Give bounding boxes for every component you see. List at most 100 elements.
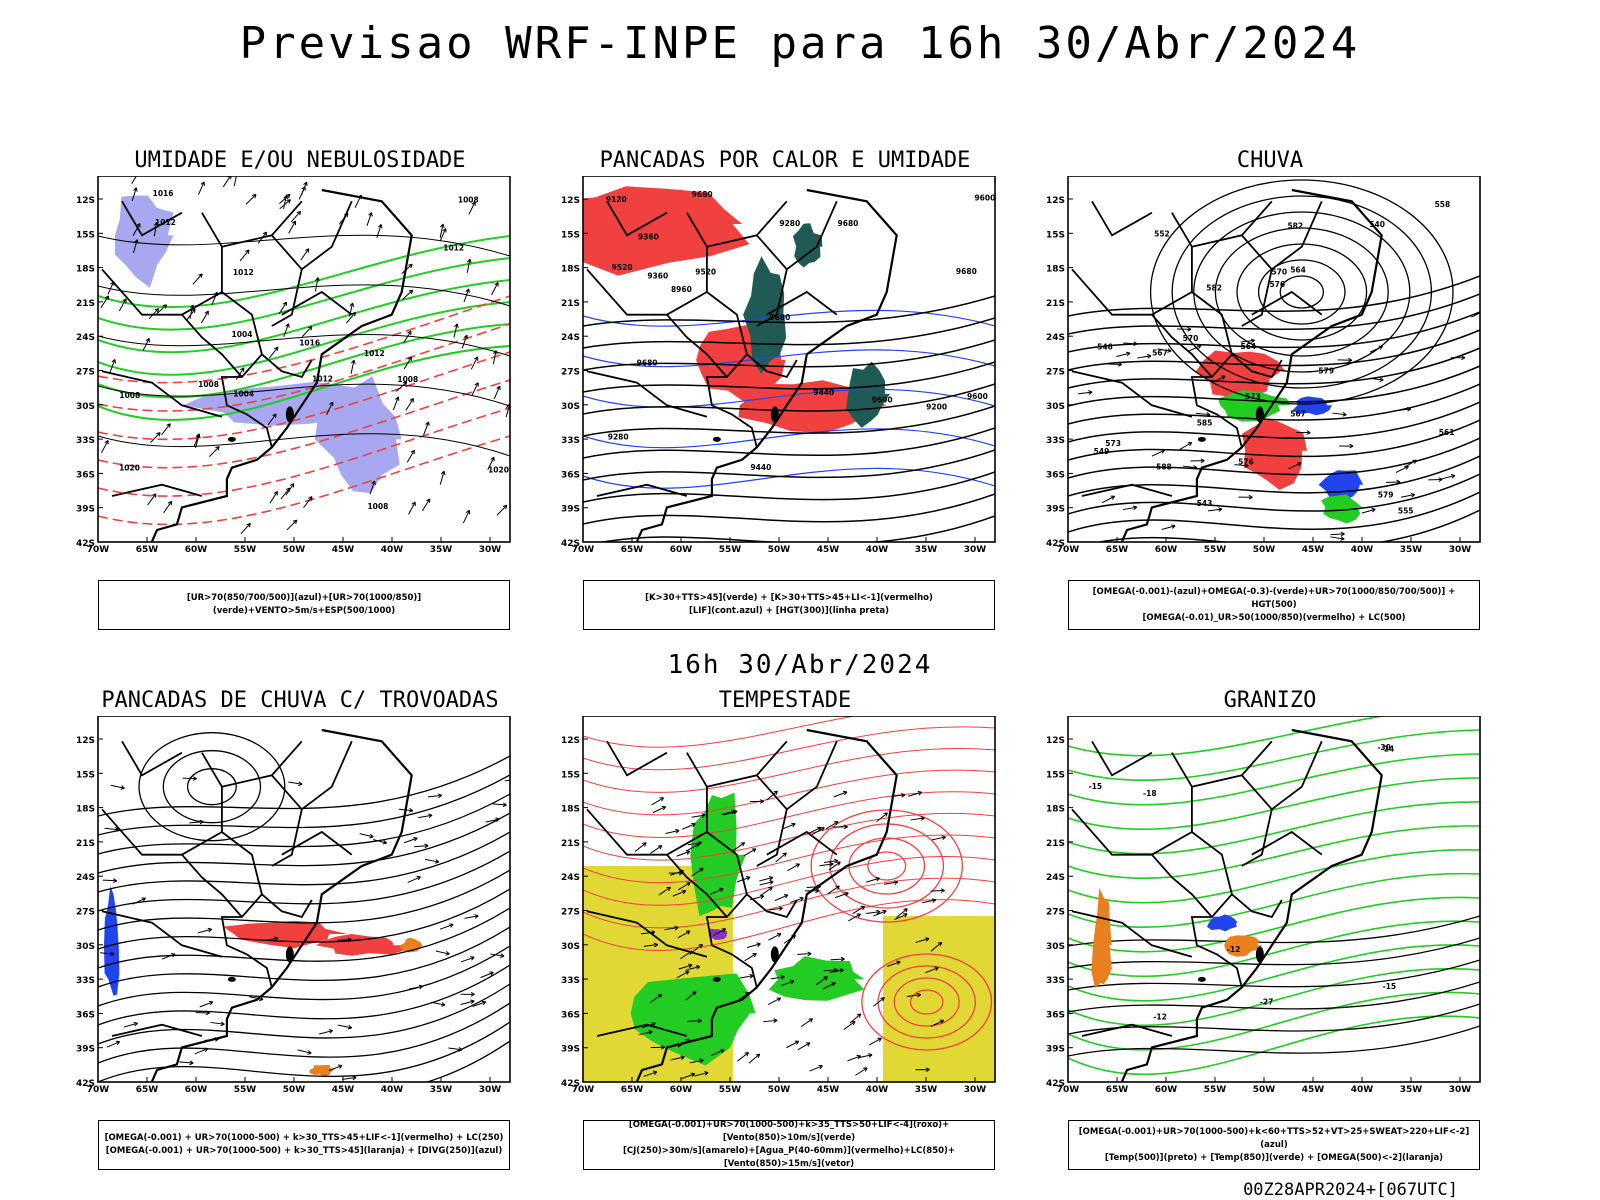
lat-label: 33S	[76, 976, 95, 986]
contour-ring	[186, 768, 237, 806]
wind-vector	[910, 817, 925, 821]
lon-label: 65W	[621, 545, 644, 555]
coastline	[1120, 188, 1383, 542]
lat-label: 21S	[1046, 299, 1065, 309]
wind-vector	[303, 496, 313, 509]
wind-vector-head	[445, 951, 450, 956]
lat-label: 24S	[76, 873, 95, 883]
wind-vector-head	[195, 433, 201, 438]
wind-vector-head	[338, 1064, 343, 1069]
contour-label: -12	[1153, 1013, 1167, 1022]
rain-area-green	[1218, 390, 1290, 422]
contour-label: 9280	[608, 432, 629, 441]
contour-line	[583, 791, 995, 838]
wind-vector-head	[833, 858, 839, 864]
wind-vector-head	[916, 992, 922, 998]
wind-vector-head	[880, 997, 885, 1002]
wind-vector-head	[698, 944, 703, 949]
contour-line	[583, 769, 995, 816]
wind-vector	[1123, 342, 1138, 345]
wind-vector-head	[133, 1021, 138, 1027]
wind-vector	[297, 1049, 312, 1054]
legend-line: [UR>70(850/700/500)](azul)+[UR>70(1000/8…	[186, 593, 422, 616]
wind-vector-head	[162, 304, 167, 309]
wind-vector	[748, 1053, 761, 1064]
wind-vector	[109, 359, 116, 373]
wind-vector	[298, 186, 306, 200]
wind-vector-head	[274, 346, 279, 352]
wind-vector-head	[790, 979, 795, 985]
contour-line	[98, 279, 510, 354]
wind-vector-head	[1404, 465, 1409, 470]
contour-line	[1068, 825, 1480, 879]
wind-vector	[638, 1031, 653, 1036]
wind-vector	[687, 842, 702, 846]
wind-vector-head	[490, 456, 495, 462]
wind-vector-head	[782, 852, 787, 857]
wind-vector	[107, 281, 115, 295]
lon-label: 30W	[964, 1085, 987, 1095]
wind-vector-head	[794, 1040, 800, 1045]
wind-vector-head	[939, 1019, 945, 1024]
wind-vector-head	[465, 509, 471, 515]
panel-granizo: GRANIZO -15 -12 -12 -15 -18 -24 -27 -30 12S 15S 18…	[1030, 688, 1510, 1170]
wind-vector	[472, 1001, 486, 1007]
border-line	[1081, 1023, 1173, 1037]
contour-label: 555	[1398, 507, 1414, 516]
wind-vector-head	[152, 493, 157, 498]
wind-vector	[830, 958, 845, 961]
lon-label: 65W	[1106, 1085, 1129, 1095]
wind-vector	[337, 939, 352, 941]
wind-vector-head	[115, 1040, 121, 1046]
contour-label: 561	[1439, 428, 1455, 437]
lagoon	[1255, 406, 1264, 423]
contour-label: 9360	[638, 233, 659, 242]
contour-line	[98, 869, 510, 931]
contour-line	[98, 351, 510, 441]
contour-line	[98, 301, 510, 376]
contour-ring	[867, 851, 907, 881]
wind-vector-head	[285, 323, 290, 328]
wind-vector	[1361, 508, 1376, 514]
wind-vector	[807, 827, 822, 834]
contour-label: 570	[1183, 334, 1199, 343]
wind-vector	[466, 258, 471, 273]
wind-vector-head	[466, 258, 472, 264]
border-line	[756, 269, 788, 327]
contour-label: 1012	[233, 268, 254, 277]
wind-vector	[408, 985, 423, 990]
wind-vector-head	[1306, 430, 1311, 435]
wind-vector-head	[1461, 355, 1466, 361]
contour-label: 1008	[458, 195, 479, 204]
wind-vector	[915, 937, 930, 943]
coastline	[635, 728, 898, 1082]
wind-vector	[403, 356, 412, 370]
lon-label: 35W	[430, 1085, 453, 1095]
humidity-area-blue	[115, 195, 174, 288]
panel-title: UMIDADE E/OU NEBULOSIDADE	[134, 148, 466, 173]
wind-vector-head	[489, 971, 494, 976]
contour-ring	[1149, 179, 1454, 405]
border-line	[1191, 200, 1273, 248]
contour-line	[583, 349, 995, 368]
contour-line	[583, 361, 995, 393]
storm-area-orange	[309, 1065, 335, 1077]
border-line	[271, 269, 303, 327]
contour-label: 1012	[364, 349, 385, 358]
contour-line	[98, 983, 510, 1045]
contour-line	[583, 856, 995, 906]
lake	[1197, 976, 1206, 982]
wind-vector	[922, 899, 936, 904]
wind-vector-head	[282, 301, 287, 307]
wind-vector-head	[301, 186, 306, 191]
wind-vector-head	[1349, 443, 1354, 449]
wind-vector-head	[681, 889, 687, 895]
wind-vector-head	[1348, 357, 1353, 363]
contour-line	[98, 755, 510, 817]
wind-vector-head	[134, 239, 139, 244]
wind-vector	[650, 994, 663, 1003]
wind-vector-head	[273, 491, 278, 496]
wind-vector-head	[407, 356, 412, 362]
wind-vector-head	[1340, 536, 1345, 541]
wind-vector	[150, 432, 161, 443]
